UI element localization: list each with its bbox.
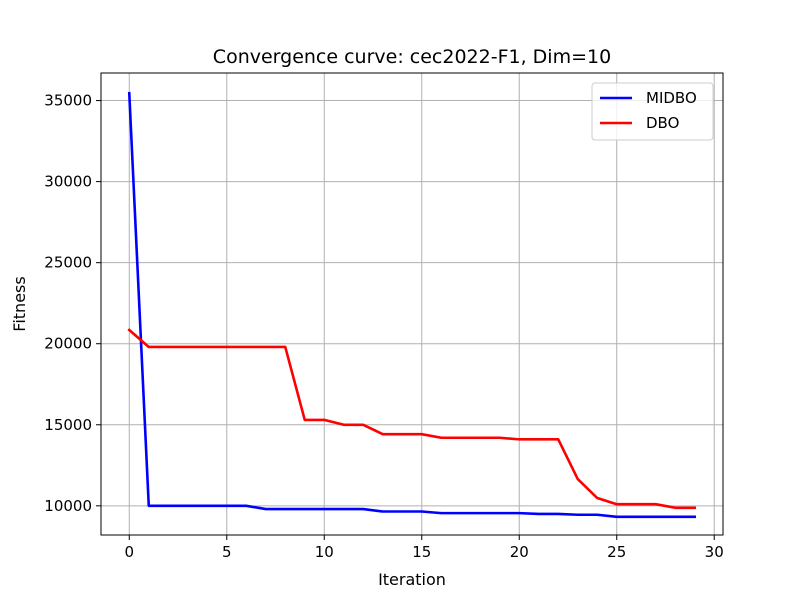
series-line-midbo bbox=[127, 91, 697, 519]
x-tick-label: 25 bbox=[607, 543, 626, 561]
legend: MIDBO DBO bbox=[591, 82, 714, 141]
legend-label-dbo: DBO bbox=[646, 114, 679, 132]
chart-title: Convergence curve: cec2022-F1, Dim=10 bbox=[213, 46, 611, 68]
x-tick-label: 15 bbox=[412, 543, 431, 561]
y-tick-label: 15000 bbox=[44, 416, 92, 434]
y-tick-label: 25000 bbox=[44, 254, 92, 272]
y-tick-label: 10000 bbox=[44, 497, 92, 515]
y-tick-label: 35000 bbox=[44, 92, 92, 110]
x-tick-label: 5 bbox=[222, 543, 232, 561]
series-layer bbox=[127, 91, 697, 519]
x-tick-label: 20 bbox=[510, 543, 529, 561]
x-tick-label: 10 bbox=[315, 543, 334, 561]
ticks: 0 5 10 15 20 25 30 10000 15000 20000 25000 30000 350… bbox=[44, 92, 723, 561]
x-tick-label: 0 bbox=[124, 543, 134, 561]
x-tick-label: 30 bbox=[705, 543, 724, 561]
y-tick-label: 20000 bbox=[44, 335, 92, 353]
legend-label-midbo: MIDBO bbox=[646, 89, 697, 107]
x-axis-label: Iteration bbox=[378, 570, 446, 589]
plot-frame bbox=[100, 72, 724, 536]
y-axis-label: Fitness bbox=[10, 276, 29, 331]
series-line-dbo bbox=[127, 328, 697, 510]
y-tick-label: 30000 bbox=[44, 173, 92, 191]
